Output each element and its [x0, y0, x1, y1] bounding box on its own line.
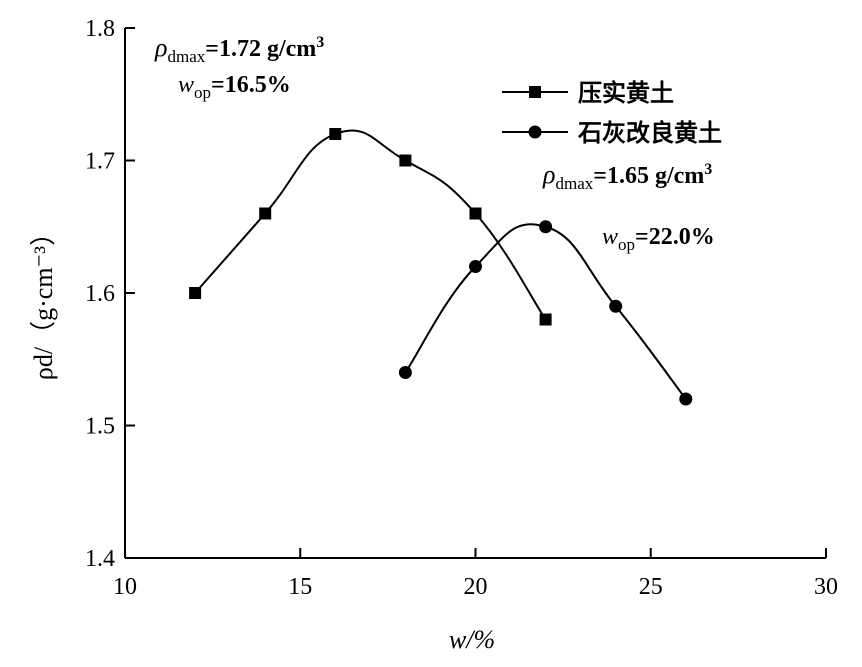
x-tick-label-0: 10	[113, 574, 137, 600]
y-tick-label-4: 1.8	[85, 16, 115, 42]
annotation-compacted: ρdmax=1.72 g/cm3 wop=16.5%	[154, 33, 324, 102]
legend-circle-marker	[528, 125, 542, 139]
series-layer	[189, 128, 693, 406]
annotation-lime: ρdmax=1.65 g/cm3 wop=22.0%	[542, 160, 715, 254]
annotation-compacted-rho: ρdmax=1.72 g/cm3	[154, 33, 324, 66]
annotation-lime-wop: wop=22.0%	[602, 224, 715, 254]
series-line-1	[404, 223, 687, 400]
series-1-point-0	[398, 366, 412, 379]
ticks: 10 15 20 25 30 1.4 1.5 1.6 1.7 1.8	[85, 16, 838, 600]
legend-label-compacted: 压实黄土	[578, 79, 674, 107]
y-tick-label-1: 1.5	[85, 414, 115, 440]
legend-square-marker	[529, 86, 541, 98]
series-1-point-3	[609, 299, 623, 313]
y-tick-label-2: 1.6	[85, 281, 115, 307]
series-1-point-4	[679, 392, 693, 406]
x-tick-label-1: 15	[288, 574, 312, 600]
series-0-point-4	[469, 207, 482, 220]
y-tick-label-3: 1.7	[85, 149, 115, 175]
legend-label-lime: 石灰改良黄土	[577, 119, 722, 147]
y-tick-label-0: 1.4	[85, 546, 115, 572]
x-tick-label-3: 25	[639, 574, 663, 600]
series-1-point-1	[469, 260, 482, 273]
legend: 压实黄土 石灰改良黄土	[502, 79, 722, 147]
annotation-compacted-wop: wop=16.5%	[178, 72, 291, 102]
x-tick-label-2: 20	[464, 574, 488, 600]
series-0-point-1	[259, 207, 272, 220]
series-1-point-2	[539, 220, 553, 234]
series-0-point-0	[189, 287, 202, 299]
series-0-point-5	[539, 313, 552, 326]
x-tick-label-4: 30	[814, 574, 838, 600]
annotation-lime-rho: ρdmax=1.65 g/cm3	[542, 160, 712, 193]
y-axis-title: ρd/（g·cm⁻³）	[29, 220, 58, 380]
series-line-0	[194, 129, 547, 321]
x-axis-title: w/%	[449, 625, 495, 654]
series-0-point-3	[399, 154, 412, 167]
series-0-point-2	[329, 128, 342, 140]
